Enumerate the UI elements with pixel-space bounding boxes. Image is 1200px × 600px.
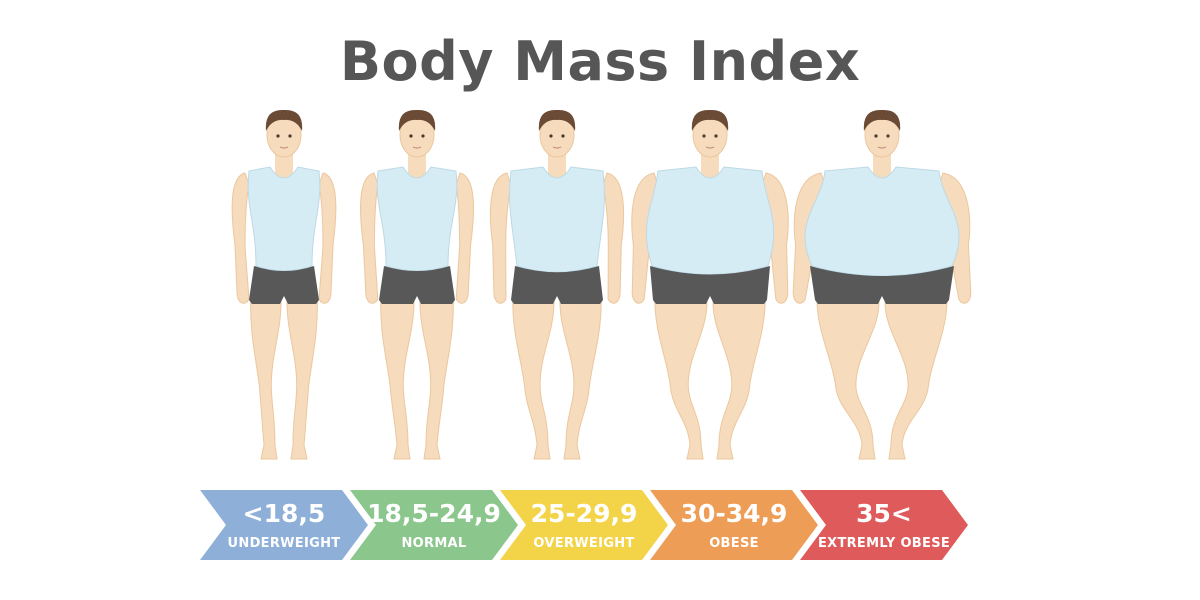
figure-overweight [489, 109, 625, 460]
eye [874, 134, 878, 138]
figure-extremly-obese [792, 109, 972, 460]
hair [863, 109, 901, 131]
bmi-arrow-overweight: 25-29,9 OVERWEIGHT [500, 490, 668, 560]
eye [421, 134, 425, 138]
mouth [279, 146, 289, 149]
shorts [810, 266, 954, 304]
bmi-range-label: OVERWEIGHT [533, 536, 634, 551]
arm-R [602, 172, 625, 304]
mouth [412, 146, 422, 149]
bmi-range-label: EXTREMLY OBESE [818, 536, 950, 551]
arm-R [318, 172, 337, 304]
eye [549, 134, 553, 138]
hair [265, 109, 303, 131]
shorts [511, 266, 603, 304]
bmi-range-value: 18,5-24,9 [367, 499, 501, 528]
leg-L [380, 289, 415, 460]
mouth [877, 146, 887, 149]
tank-top [804, 166, 960, 277]
bmi-range-value: 35< [856, 499, 912, 528]
neck [548, 150, 566, 178]
figure-underweight [231, 109, 337, 460]
leg-L [512, 289, 555, 460]
leg-R [559, 289, 602, 460]
bmi-range-value: <18,5 [243, 499, 326, 528]
eye [702, 134, 706, 138]
bmi-range-label: OBESE [709, 536, 759, 551]
bmi-range-value: 25-29,9 [531, 499, 638, 528]
tank-top [645, 166, 775, 275]
eye [409, 134, 413, 138]
page-title: Body Mass Index [339, 30, 861, 93]
bmi-range-value: 30-34,9 [681, 499, 788, 528]
neck [701, 150, 719, 178]
eye [561, 134, 565, 138]
shorts [379, 266, 455, 304]
mouth [705, 146, 715, 149]
leg-L [250, 289, 282, 460]
neck [873, 150, 891, 178]
eye [714, 134, 718, 138]
shorts [650, 266, 770, 304]
eye [276, 134, 280, 138]
bmi-arrow-extremly-obese: 35< EXTREMLY OBESE [800, 490, 968, 560]
arrow-shape [800, 490, 968, 560]
neck [275, 150, 293, 178]
eye [886, 134, 890, 138]
leg-L [654, 289, 708, 460]
bmi-range-label: NORMAL [401, 536, 466, 551]
figure-normal [360, 109, 474, 460]
mouth [552, 146, 562, 149]
arrow-shape [650, 490, 818, 560]
hair [538, 109, 576, 131]
leg-R [712, 289, 766, 460]
figure-obese [631, 109, 789, 460]
tank-top [376, 166, 458, 272]
hair [398, 109, 436, 131]
bmi-arrow-obese: 30-34,9 OBESE [650, 490, 818, 560]
tank-top [247, 166, 321, 272]
neck [408, 150, 426, 178]
shorts [249, 266, 319, 304]
arrow-shape [200, 490, 368, 560]
arm-L [360, 172, 379, 304]
leg-R [884, 289, 948, 460]
arm-R [455, 172, 474, 304]
arrow-shape [350, 490, 518, 560]
leg-L [816, 289, 880, 460]
bmi-range-label: UNDERWEIGHT [228, 536, 341, 551]
bmi-arrow-normal: 18,5-24,9 NORMAL [350, 490, 518, 560]
arm-L [231, 172, 250, 304]
eye [288, 134, 292, 138]
tank-top [509, 166, 605, 273]
bmi-arrow-underweight: <18,5 UNDERWEIGHT [200, 490, 368, 560]
arm-L [489, 172, 512, 304]
leg-R [419, 289, 454, 460]
leg-R [286, 289, 318, 460]
arrow-shape [500, 490, 668, 560]
hair [691, 109, 729, 131]
